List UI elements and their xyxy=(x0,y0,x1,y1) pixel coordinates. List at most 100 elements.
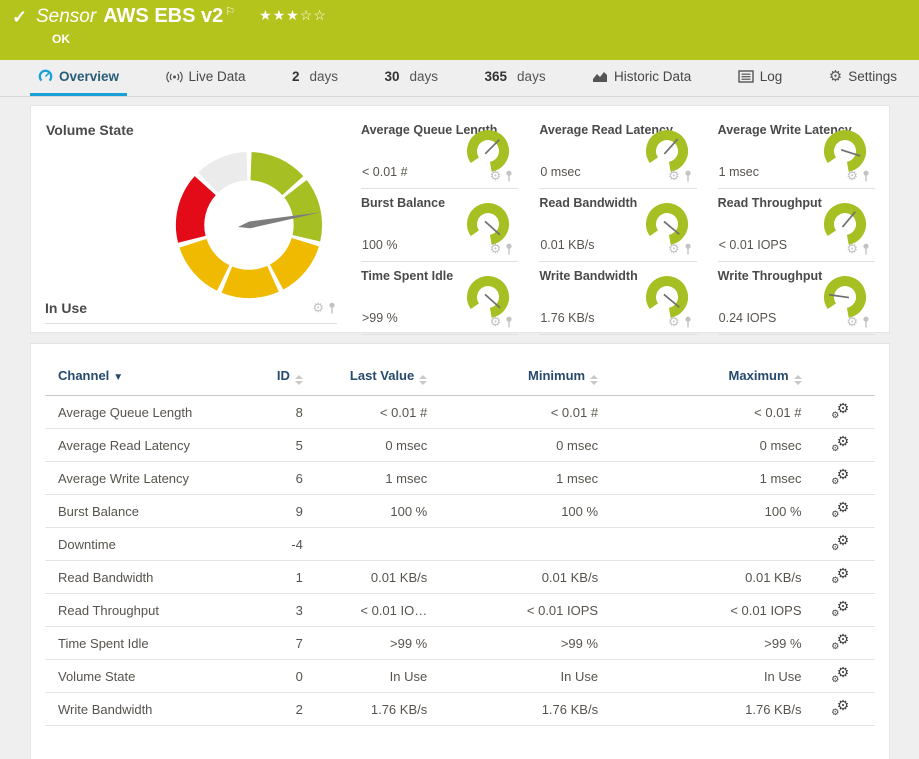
channel-maximum: < 0.01 # xyxy=(754,404,802,420)
channel-name-link[interactable]: Average Read Latency xyxy=(58,437,191,453)
channel-last-value: 1 msec xyxy=(385,470,428,486)
mini-gauge-cell[interactable]: Burst Balance 100 % ⚙ xyxy=(361,189,519,262)
mini-gauge-cell[interactable]: Write Throughput 0.24 IOPS ⚙ xyxy=(717,262,875,335)
channel-name-link[interactable]: Average Queue Length xyxy=(58,404,193,420)
mini-gauge xyxy=(467,276,510,318)
sensor-status-bar: ✓ Sensor AWS EBS v2 ⚐ ★★★☆☆ OK xyxy=(0,0,919,60)
mini-gauge-cell[interactable]: Read Throughput < 0.01 IOPS ⚙ xyxy=(717,189,875,262)
gauge-settings-gear-icon[interactable]: ⚙ xyxy=(846,241,858,256)
channel-id: 8 xyxy=(295,404,303,420)
tab-log[interactable]: Log xyxy=(730,60,791,96)
column-header-last-value[interactable]: Last Value xyxy=(307,362,431,396)
pin-icon[interactable] xyxy=(683,316,693,328)
pin-icon[interactable] xyxy=(327,302,337,314)
channel-last-value: In Use xyxy=(389,668,428,684)
mini-gauge-cell[interactable]: Average Write Latency 1 msec ⚙ xyxy=(717,116,875,189)
pin-icon[interactable] xyxy=(861,316,871,328)
column-header-maximum[interactable]: Maximum xyxy=(602,362,805,396)
pin-icon[interactable] xyxy=(504,316,514,328)
sort-arrows-icon xyxy=(793,375,802,385)
column-header-id[interactable]: ID xyxy=(239,362,306,396)
stars-filled[interactable]: ★★★ xyxy=(259,7,300,23)
sensor-name[interactable]: AWS EBS v2 xyxy=(103,5,224,27)
channel-settings-gears-icon[interactable]: ⚙ ⚙ xyxy=(831,630,850,651)
mini-gauge-title: Write Bandwidth xyxy=(539,269,638,283)
stars-empty[interactable]: ☆☆ xyxy=(299,7,327,23)
mini-gauge xyxy=(645,130,688,172)
volume-state-gauge-cell[interactable]: Volume State In Use ⚙ xyxy=(45,116,345,332)
channel-settings-gears-icon[interactable]: ⚙ ⚙ xyxy=(831,663,850,684)
tab-overview[interactable]: Overview xyxy=(30,60,128,96)
channel-settings-gears-icon[interactable]: ⚙ ⚙ xyxy=(831,432,850,453)
channel-last-value xyxy=(307,528,431,561)
gauge-settings-gear-icon[interactable]: ⚙ xyxy=(668,241,680,256)
tab-365-days[interactable]: 365 days xyxy=(477,60,554,96)
channel-name-link[interactable]: Average Write Latency xyxy=(58,470,190,486)
channel-maximum: < 0.01 IOPS xyxy=(730,602,802,618)
mini-gauge-cell[interactable]: Time Spent Idle >99 % ⚙ xyxy=(361,262,519,335)
channel-id: 3 xyxy=(295,602,303,618)
channel-minimum xyxy=(431,528,602,561)
tab-2-days[interactable]: 2 days xyxy=(284,60,346,96)
mini-gauge-cell[interactable]: Read Bandwidth 0.01 KB/s ⚙ xyxy=(539,189,697,262)
channel-name-link[interactable]: Read Bandwidth xyxy=(58,569,154,585)
mini-gauge-title: Time Spent Idle xyxy=(361,269,454,283)
gauge-title: Volume State xyxy=(46,122,134,138)
pin-icon[interactable] xyxy=(683,243,693,255)
column-header-actions xyxy=(806,362,875,396)
channel-settings-gears-icon[interactable]: ⚙ ⚙ xyxy=(831,399,850,420)
gauge-settings-gear-icon[interactable]: ⚙ xyxy=(489,168,502,183)
mini-gauge-value: 1.76 KB/s xyxy=(540,311,595,325)
mini-gauge xyxy=(645,276,688,318)
gauge-settings-gear-icon[interactable]: ⚙ xyxy=(489,241,502,256)
channel-table-card: Channel ▼ ID Last Value Minimum Maximum A… xyxy=(30,343,890,759)
tab-settings[interactable]: ⚙ Settings xyxy=(821,60,905,96)
tab-live-data[interactable]: Live Data xyxy=(158,60,254,96)
channel-settings-gears-icon[interactable]: ⚙ ⚙ xyxy=(831,597,850,618)
channel-name-link[interactable]: Burst Balance xyxy=(58,503,139,519)
gauge-settings-gear-icon[interactable]: ⚙ xyxy=(489,314,502,329)
pin-icon[interactable] xyxy=(861,243,871,255)
mini-gauge xyxy=(824,203,866,245)
volume-state-gauge xyxy=(163,139,335,316)
channel-settings-gears-icon[interactable]: ⚙ ⚙ xyxy=(831,498,850,519)
pin-icon[interactable] xyxy=(861,170,871,182)
channel-name-link[interactable]: Downtime xyxy=(58,536,116,552)
gauge-needle xyxy=(237,212,321,229)
channel-id: 6 xyxy=(295,470,303,486)
gauge-settings-gear-icon[interactable]: ⚙ xyxy=(846,168,858,183)
gauge-settings-gear-icon[interactable]: ⚙ xyxy=(846,314,858,329)
mini-gauge-value: 0.24 IOPS xyxy=(718,311,777,325)
channel-name-link[interactable]: Write Bandwidth xyxy=(58,701,153,717)
gauge-settings-gear-icon[interactable]: ⚙ xyxy=(312,300,324,315)
priority-flag-icon[interactable]: ⚐ xyxy=(225,6,236,18)
channel-maximum: 100 % xyxy=(764,503,802,519)
channel-settings-gears-icon[interactable]: ⚙ ⚙ xyxy=(831,465,850,486)
mini-gauge-cell[interactable]: Average Queue Length < 0.01 # ⚙ xyxy=(361,116,519,189)
channel-settings-gears-icon[interactable]: ⚙ ⚙ xyxy=(831,531,850,552)
channel-settings-gears-icon[interactable]: ⚙ ⚙ xyxy=(831,696,850,717)
mini-gauge-value: < 0.01 # xyxy=(362,165,408,179)
channel-maximum: In Use xyxy=(763,668,802,684)
pin-icon[interactable] xyxy=(504,170,514,182)
channel-minimum: < 0.01 # xyxy=(550,404,599,420)
channel-name-link[interactable]: Read Throughput xyxy=(58,602,159,618)
mini-gauge-cell[interactable]: Average Read Latency 0 msec ⚙ xyxy=(539,116,697,189)
channel-name-link[interactable]: Time Spent Idle xyxy=(58,635,149,651)
tab-historic-data[interactable]: Historic Data xyxy=(584,60,699,96)
tab-30-days[interactable]: 30 days xyxy=(377,60,447,96)
mini-gauge xyxy=(467,203,510,245)
column-header-channel[interactable]: Channel ▼ xyxy=(58,368,124,383)
pin-icon[interactable] xyxy=(504,243,514,255)
tab-label: Log xyxy=(759,69,783,84)
gauge-settings-gear-icon[interactable]: ⚙ xyxy=(668,168,680,183)
table-row: Average Read Latency 5 0 msec 0 msec 0 m… xyxy=(45,429,875,462)
pin-icon[interactable] xyxy=(683,170,693,182)
channel-name-link[interactable]: Volume State xyxy=(58,668,136,684)
mini-gauge-cell[interactable]: Write Bandwidth 1.76 KB/s ⚙ xyxy=(539,262,697,335)
sensor-status-text: OK xyxy=(52,32,70,46)
gauge-settings-gear-icon[interactable]: ⚙ xyxy=(668,314,680,329)
channel-settings-gears-icon[interactable]: ⚙ ⚙ xyxy=(831,564,850,585)
column-header-minimum[interactable]: Minimum xyxy=(431,362,602,396)
priority-stars[interactable]: ★★★☆☆ xyxy=(259,7,327,23)
